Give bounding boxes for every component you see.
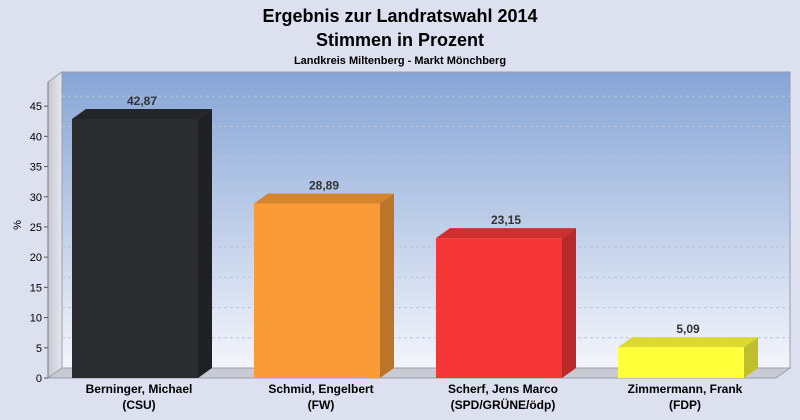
- bar-side: [562, 228, 576, 378]
- bar-front: [72, 118, 198, 379]
- bar-side: [744, 337, 758, 378]
- bar-front: [436, 238, 562, 378]
- y-tick-label: 15: [30, 282, 42, 294]
- bar-1: [72, 108, 212, 379]
- chart-subtitle: Landkreis Miltenberg - Markt Mönchberg: [294, 55, 506, 67]
- bar-top: [436, 228, 576, 239]
- x-axis: Berninger, Michael (CSU) Schmid, Engelbert…: [86, 382, 743, 412]
- plot-side-wall: [47, 71, 63, 379]
- bar-side: [380, 193, 394, 378]
- y-tick-label: 45: [30, 101, 42, 113]
- category-party-label: (FDP): [669, 398, 701, 412]
- value-label: 42,87: [127, 94, 157, 108]
- bar-top: [618, 337, 758, 348]
- y-axis: 0 5 10 15 20 25 30 35 40 45: [30, 82, 49, 385]
- y-tick-label: 5: [36, 343, 42, 355]
- y-tick-label: 20: [30, 252, 42, 264]
- y-tick-label: 30: [30, 192, 42, 204]
- category-party-label: (FW): [308, 398, 335, 412]
- bar-4: [618, 337, 758, 378]
- value-label: 5,09: [676, 322, 700, 336]
- bar-side: [198, 108, 212, 379]
- bar-3: [436, 228, 576, 378]
- value-label: 23,15: [491, 213, 521, 227]
- category-label: Zimmermann, Frank: [628, 382, 743, 396]
- y-tick-label: 0: [36, 373, 42, 385]
- value-label: 28,89: [309, 178, 339, 192]
- chart-title-line2: Stimmen in Prozent: [316, 30, 484, 50]
- category-party-label: (SPD/GRÜNE/ödp): [451, 397, 556, 412]
- y-tick-label: 10: [30, 313, 42, 325]
- bar-front: [254, 203, 380, 378]
- category-label: Schmid, Engelbert: [268, 382, 373, 396]
- bars: 42,87 28,89 23,15 5,09: [72, 94, 758, 379]
- chart-title: Ergebnis zur Landratswahl 2014: [262, 6, 537, 26]
- category-party-label: (CSU): [122, 398, 155, 412]
- category-label: Scherf, Jens Marco: [448, 382, 558, 396]
- y-tick-label: 25: [30, 222, 42, 234]
- y-axis-label: %: [12, 220, 24, 230]
- bar-2: [254, 193, 394, 378]
- y-tick-label: 35: [30, 162, 42, 174]
- bar-front: [618, 347, 744, 378]
- bar-top: [254, 193, 394, 204]
- bar-top: [72, 108, 212, 119]
- category-label: Berninger, Michael: [86, 382, 193, 396]
- y-tick-label: 40: [30, 131, 42, 143]
